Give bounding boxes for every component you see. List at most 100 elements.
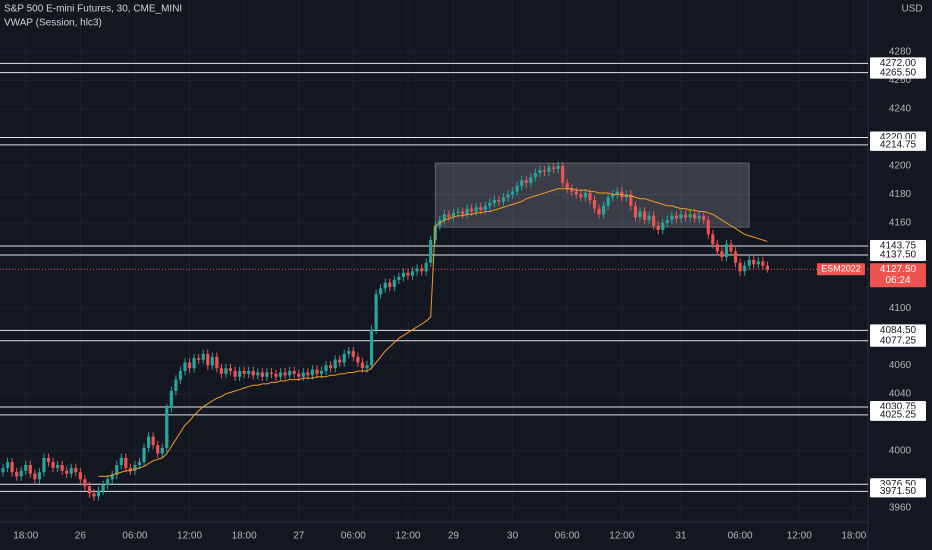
candle-body xyxy=(715,244,719,252)
candle-body xyxy=(442,214,446,221)
x-tick-label: 18:00 xyxy=(13,531,38,542)
candle-body xyxy=(693,214,697,219)
candle-body xyxy=(460,211,465,215)
candle-body xyxy=(429,239,433,263)
candle-body xyxy=(333,359,337,369)
candle-body xyxy=(556,165,560,169)
candle-body xyxy=(747,259,751,266)
x-tick-label: 12:00 xyxy=(787,531,812,542)
candle-body xyxy=(315,369,319,374)
candle-body xyxy=(565,183,569,189)
candle-body xyxy=(288,371,292,376)
level-label-box xyxy=(870,138,926,151)
level-label: 4143.75 xyxy=(880,241,917,252)
candle-body xyxy=(351,351,355,357)
level-label: 3976.50 xyxy=(880,479,917,490)
candle-body xyxy=(629,194,633,206)
last-price-box xyxy=(870,263,926,288)
x-tick-label: 06:00 xyxy=(341,531,366,542)
candle-body xyxy=(520,180,524,186)
last-price-label: 4127.50 xyxy=(880,264,917,275)
candle-body xyxy=(297,373,301,377)
candle-body xyxy=(374,294,378,330)
candle-body xyxy=(579,194,583,198)
candle-body xyxy=(251,371,255,376)
candle-body xyxy=(37,472,41,480)
candle-body xyxy=(665,220,669,223)
candle-body xyxy=(137,462,142,466)
candle-body xyxy=(752,259,756,265)
y-tick-label: 4040 xyxy=(889,388,912,399)
candle-body xyxy=(479,207,483,211)
candle-body xyxy=(24,465,28,471)
candle-body xyxy=(347,351,351,354)
level-label: 4084.50 xyxy=(880,325,917,336)
candle-body xyxy=(647,215,651,221)
candle-body xyxy=(329,365,333,369)
y-tick-label: 4180 xyxy=(889,189,912,200)
candle-body xyxy=(324,365,328,372)
candle-body xyxy=(178,371,183,380)
x-tick-label: 30 xyxy=(507,531,519,542)
candle-body xyxy=(192,358,196,369)
candle-body xyxy=(451,212,456,218)
candle-body xyxy=(492,200,496,203)
candle-body xyxy=(310,369,314,376)
candle-body xyxy=(51,462,55,468)
candle-body xyxy=(265,372,269,377)
candle-body xyxy=(401,272,405,278)
candle-body xyxy=(570,188,574,192)
candle-body xyxy=(301,372,305,377)
candle-body xyxy=(474,207,478,212)
candle-body xyxy=(761,261,765,266)
level-label: 4025.25 xyxy=(880,409,917,420)
candle-body xyxy=(611,194,615,198)
candle-body xyxy=(388,282,392,287)
candle-body xyxy=(292,371,296,374)
candle-body xyxy=(465,208,469,215)
level-label-box xyxy=(870,408,926,421)
chart-title: S&P 500 E-mini Futures, 30, CME_MINI xyxy=(4,4,182,15)
candle-body xyxy=(720,251,724,258)
candle-body xyxy=(342,353,346,363)
candle-body xyxy=(765,265,769,270)
candle-body xyxy=(410,271,415,276)
y-tick-label: 4240 xyxy=(889,104,912,115)
candle-body xyxy=(228,368,233,372)
candle-body xyxy=(101,484,105,491)
candle-body xyxy=(379,288,383,295)
candle-body xyxy=(506,194,510,198)
candle-body xyxy=(602,205,606,215)
candle-body xyxy=(174,379,178,391)
candle-body xyxy=(365,365,369,369)
y-tick-label: 3960 xyxy=(889,502,912,513)
candle-body xyxy=(28,465,32,474)
candle-body xyxy=(274,373,278,377)
symbol-box xyxy=(817,263,865,276)
candle-body xyxy=(283,372,287,376)
candle-body xyxy=(642,211,647,221)
level-label: 3971.50 xyxy=(880,486,917,497)
candle-body xyxy=(679,214,683,219)
currency-label: USD xyxy=(901,4,922,15)
candle-body xyxy=(424,262,428,272)
candle-body xyxy=(561,165,565,184)
candle-body xyxy=(415,268,419,272)
x-tick-label: 12:00 xyxy=(395,531,420,542)
candle-body xyxy=(210,356,214,366)
candle-body xyxy=(574,191,578,195)
candle-body xyxy=(92,493,96,497)
symbol-label: ESM2022 xyxy=(821,264,861,274)
candle-body xyxy=(711,234,715,245)
x-tick-label: 06:00 xyxy=(122,531,147,542)
candle-body xyxy=(206,353,210,366)
indicator-label: VWAP (Session, hlc3) xyxy=(4,18,102,29)
candle-body xyxy=(124,457,128,468)
candle-body xyxy=(156,445,160,454)
candle-body xyxy=(733,251,738,263)
candle-body xyxy=(115,465,119,475)
candle-body xyxy=(674,215,678,219)
